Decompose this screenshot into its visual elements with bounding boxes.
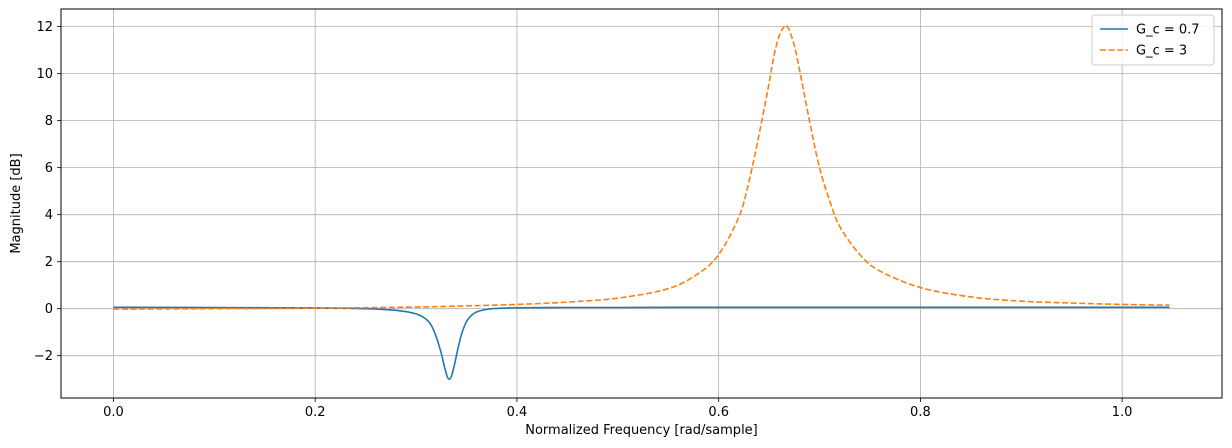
x-tick-label: 0.8 bbox=[910, 405, 931, 420]
y-tick-label: 8 bbox=[45, 114, 53, 129]
x-tick-label: 0.6 bbox=[708, 405, 729, 420]
x-tick-label: 0.2 bbox=[305, 405, 326, 420]
series-layer bbox=[113, 24, 1170, 381]
y-tick-label: 4 bbox=[45, 208, 53, 223]
y-tick-label: 6 bbox=[45, 161, 53, 176]
plot-frame bbox=[60, 8, 1223, 399]
y-tick-label: 10 bbox=[36, 67, 53, 82]
series-line-1 bbox=[113, 306, 1170, 381]
y-tick-label: 2 bbox=[45, 255, 53, 270]
legend-label-1: G_c = 0.7 bbox=[1136, 23, 1200, 38]
y-tick-label: 12 bbox=[36, 20, 53, 35]
series-line-2 bbox=[113, 24, 1170, 310]
x-tick-label: 0.0 bbox=[103, 405, 124, 420]
x-tick-label: 1.0 bbox=[1112, 405, 1133, 420]
legend-box bbox=[1091, 14, 1215, 66]
legend: G_c = 0.7 G_c = 3 bbox=[1091, 14, 1215, 66]
y-tick-label: 0 bbox=[45, 302, 53, 317]
y-tick-label: −2 bbox=[34, 349, 53, 364]
legend-label-2: G_c = 3 bbox=[1136, 44, 1187, 59]
grid bbox=[61, 9, 1222, 398]
x-tick-label: 0.4 bbox=[507, 405, 528, 420]
ticks: 0.0 0.2 0.4 0.6 0.8 1.0 −2 0 2 4 6 8 10 12 bbox=[34, 20, 1133, 420]
y-axis-label: Magnitude [dB] bbox=[9, 153, 24, 253]
x-axis-label: Normalized Frequency [rad/sample] bbox=[525, 423, 758, 438]
